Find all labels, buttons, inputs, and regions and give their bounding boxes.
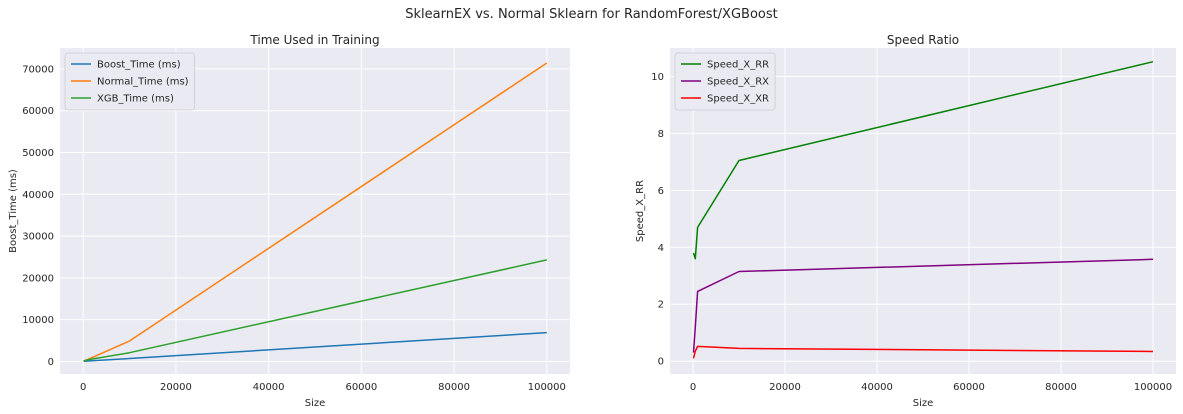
series-line-3	[692, 345, 1154, 359]
y-tick-label: 0	[658, 357, 664, 368]
y-axis-label: Boost_Time (ms)	[8, 169, 19, 253]
y-tick-label: 10	[651, 72, 664, 83]
series-line-3	[83, 259, 547, 362]
y-tick-label: 50000	[22, 148, 54, 159]
y-tick-label: 70000	[22, 64, 54, 75]
y-tick-label: 2	[658, 300, 664, 311]
legend: Boost_Time (ms) Normal_Time (ms) XGB_Time …	[64, 52, 195, 111]
y-tick-label: 60000	[22, 106, 54, 117]
x-tick-label: 0	[690, 382, 696, 393]
x-tick-label: 40000	[253, 382, 285, 393]
legend-entry: XGB_Time (ms)	[97, 94, 174, 105]
legend-entry: Boost_Time (ms)	[97, 60, 181, 71]
figure-suptitle: SklearnEX vs. Normal Sklearn for RandomF…	[405, 7, 778, 22]
legend-entry: Speed_X_RR	[707, 60, 769, 71]
legend-entry: Speed_X_RX	[707, 77, 769, 88]
x-tick-label: 20000	[160, 382, 192, 393]
series-line-1	[692, 60, 1154, 260]
y-tick-label: 40000	[22, 190, 54, 201]
y-tick-label: 10000	[22, 315, 54, 326]
x-tick-label: 80000	[1045, 382, 1077, 393]
chart-title: Time Used in Training	[249, 33, 379, 47]
panel-speed-ratio: 0 20000 40000 60000 80000 100000 0 2 4 6 8 10 Speed …	[635, 33, 1176, 409]
y-tick-label: 30000	[22, 232, 54, 243]
x-tick-label: 20000	[769, 382, 801, 393]
x-tick-label: 60000	[345, 382, 377, 393]
x-axis-label: Size	[913, 398, 934, 409]
legend-frame	[64, 52, 195, 111]
x-tick-label: 100000	[528, 382, 566, 393]
series-line-2	[692, 258, 1154, 353]
legend-entry: Normal_Time (ms)	[97, 77, 189, 88]
panel-training-time: 0 20000 40000 60000 80000 100000 0 10000 20000 30…	[8, 33, 570, 409]
legend-entry: Speed_X_XR	[707, 94, 769, 105]
y-tick-label: 6	[658, 186, 664, 197]
x-tick-label: 60000	[953, 382, 985, 393]
legend-frame	[674, 52, 776, 111]
legend: Speed_X_RR Speed_X_RX Speed_X_XR	[674, 52, 776, 111]
x-tick-label: 40000	[861, 382, 893, 393]
chart-title: Speed Ratio	[887, 33, 959, 47]
y-tick-label: 8	[658, 129, 664, 140]
y-tick-label: 4	[658, 243, 664, 254]
y-axis-label: Speed_X_RR	[635, 180, 646, 242]
x-tick-label: 100000	[1134, 382, 1172, 393]
x-tick-label: 0	[80, 382, 86, 393]
y-tick-label: 0	[48, 357, 54, 368]
x-tick-label: 80000	[438, 382, 470, 393]
x-axis-label: Size	[305, 398, 326, 409]
y-tick-label: 20000	[22, 273, 54, 284]
